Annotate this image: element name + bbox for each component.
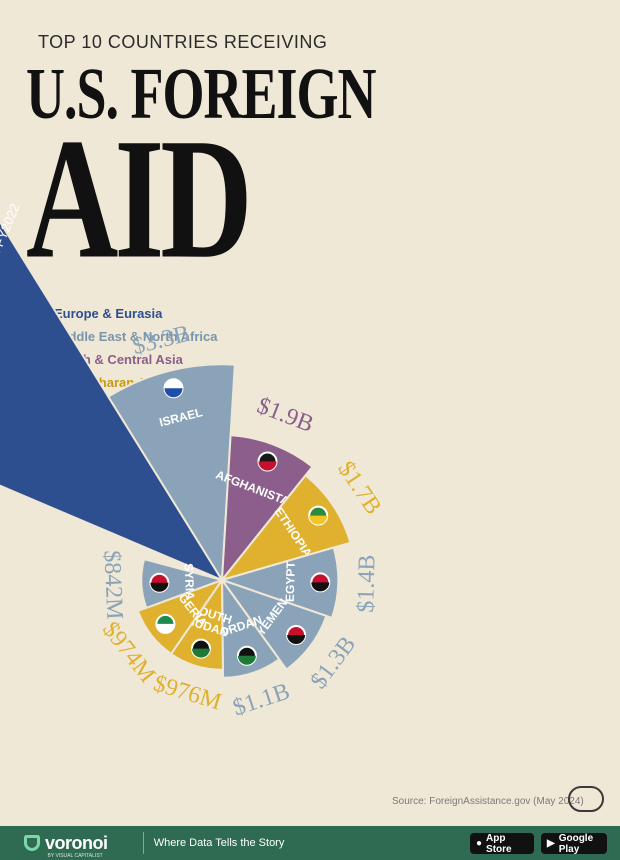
slice-egypt	[218, 546, 340, 620]
google-play-label: Google Play	[558, 832, 594, 855]
jordan-flag-icon-band	[237, 655, 256, 665]
ethiopia-flag-icon-band	[309, 515, 328, 525]
legend-label: Europe & Eurasia	[54, 306, 163, 321]
south-sudan-flag-icon-band	[192, 648, 210, 658]
slice-jordan	[220, 576, 281, 679]
syria-flag-icon-band	[150, 582, 169, 592]
app-store-label: App Store	[486, 832, 512, 855]
google-play-button[interactable]: ▶ Google Play	[541, 832, 607, 855]
country-label: SYRIA	[181, 563, 197, 601]
slice-afghanistan	[220, 434, 314, 584]
slice-syria	[140, 557, 226, 610]
slice-nigeria	[136, 577, 225, 656]
value-label: $1.4B	[353, 554, 380, 613]
country-label: EGYPT	[283, 561, 298, 603]
footer-bar: voronoi BY VISUAL CAPITALIST Where Data …	[0, 826, 620, 860]
title-line-1: U.S. FOREIGN	[26, 53, 377, 135]
value-label: $1.1B	[230, 679, 293, 722]
apple-icon: ●	[476, 838, 483, 849]
slice-ethiopia	[219, 473, 352, 582]
value-label: $3.3B	[130, 321, 193, 360]
afghanistan-flag-icon-band	[258, 461, 277, 471]
israel-flag-icon-band	[164, 388, 183, 398]
footer-divider	[142, 832, 144, 854]
slice-israel	[106, 363, 236, 584]
slice-yemen	[219, 578, 328, 671]
google-play-icon: ▶	[547, 838, 555, 849]
yemen-flag-icon-band	[287, 635, 306, 644]
value-label: $1.9B	[253, 393, 316, 438]
polar-area-chart: $11.2BUKRAINE$3.3BISRAEL$1.9BAFGHANISTAN…	[0, 201, 386, 722]
value-label: $976M	[150, 670, 224, 715]
brand-subtitle: BY VISUAL CAPITALIST	[47, 853, 103, 859]
source-note: Source: ForeignAssistance.gov (May 2024)	[392, 796, 584, 807]
title-line-2: AID	[26, 102, 253, 295]
voronoi-logo-icon	[24, 835, 40, 851]
value-label: $1.7B	[332, 457, 386, 520]
nigeria-flag-icon-band	[156, 623, 175, 633]
app-store-button[interactable]: ● App Store	[470, 832, 534, 855]
footer-tagline: Where Data Tells the Story	[153, 837, 285, 849]
value-label: $842M	[98, 550, 127, 620]
visual-capitalist-logo-icon	[568, 786, 604, 812]
brand-name: voronoi	[45, 832, 108, 853]
egypt-flag-icon-band	[311, 582, 330, 592]
legend-label: Middle East & North Africa	[54, 329, 218, 344]
kicker-text: TOP 10 COUNTRIES RECEIVING	[38, 32, 328, 52]
voronoi-logo[interactable]: voronoi BY VISUAL CAPITALIST	[24, 827, 108, 859]
